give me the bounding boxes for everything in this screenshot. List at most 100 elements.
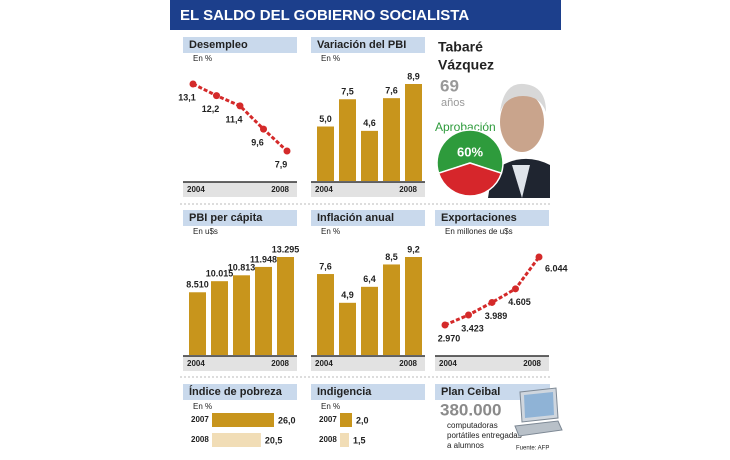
value-label: 7,6 — [385, 86, 398, 96]
panel-subtitle: En % — [193, 54, 212, 63]
panel-header — [311, 384, 425, 400]
bar — [383, 264, 400, 355]
year-strip — [311, 356, 425, 371]
value-label: 7,5 — [341, 87, 354, 97]
bar — [405, 257, 422, 355]
x-tick-label: 2004 — [187, 185, 205, 194]
bar — [317, 126, 334, 181]
portrait — [488, 83, 550, 198]
pie-slice — [437, 162, 503, 197]
point — [441, 321, 449, 329]
ceibal-text: computadoras — [447, 421, 498, 430]
value-label: 5,0 — [319, 114, 332, 124]
bar — [189, 292, 206, 355]
value-label: 2.970 — [438, 333, 461, 343]
panel-title: Exportaciones — [441, 212, 517, 224]
bar — [233, 275, 250, 355]
source: Fuente: AFP — [516, 446, 549, 452]
value-label: 10.813 — [228, 263, 256, 273]
x-tick-label: 2004 — [439, 359, 457, 368]
point — [465, 311, 472, 319]
value-label: 26,0 — [278, 415, 296, 425]
panel-title: Variación del PBI — [317, 39, 406, 51]
panel-title: Índice de pobreza — [189, 385, 283, 398]
value-label: 4,9 — [341, 290, 354, 300]
panel-title: Plan Ceibal — [441, 386, 500, 398]
point — [283, 147, 291, 155]
point — [535, 253, 543, 261]
value-label: 13.295 — [272, 244, 300, 254]
value-label: 4.605 — [508, 297, 531, 307]
title: EL SALDO DEL GOBIERNO SOCIALISTA — [180, 7, 469, 24]
value-label: 9,6 — [251, 137, 264, 147]
value-label: 8,9 — [407, 71, 420, 81]
bar — [339, 99, 356, 181]
bar — [383, 98, 400, 181]
bar — [212, 413, 274, 427]
profile-name: Tabaré — [438, 39, 483, 55]
profile-age-unit: años — [441, 97, 465, 109]
panel-header — [311, 37, 425, 53]
value-label: 1,5 — [353, 435, 366, 445]
value-label: 13,1 — [178, 92, 196, 102]
year-strip — [311, 182, 425, 197]
category-label: 2007 — [319, 415, 337, 424]
panel-title: Inflación anual — [317, 212, 394, 224]
laptop-icon — [514, 387, 563, 437]
value-label: 11.948 — [250, 254, 277, 264]
panel-header — [183, 384, 297, 400]
panel-subtitle: En millones de u$s — [445, 227, 513, 236]
panel-subtitle: En % — [193, 402, 212, 411]
point — [236, 102, 244, 110]
profile-name: Vázquez — [438, 57, 494, 73]
panel-header — [183, 210, 297, 226]
point — [512, 285, 519, 293]
ceibal-text: portátiles entregadas — [447, 431, 522, 440]
x-tick-label: 2004 — [315, 359, 333, 368]
bar — [340, 413, 352, 427]
bar — [211, 281, 228, 355]
value-label: 7,6 — [319, 261, 332, 271]
pie-title: Aprobación — [435, 120, 496, 134]
bar — [405, 84, 422, 181]
value-label: 6,4 — [363, 274, 376, 284]
bar — [317, 274, 334, 355]
value-label: 3.423 — [461, 323, 484, 333]
panel-title: Indigencia — [317, 386, 372, 398]
bar — [212, 433, 261, 447]
category-label: 2007 — [191, 415, 209, 424]
value-label: 9,2 — [407, 244, 420, 254]
value-label: 4,6 — [363, 118, 376, 128]
year-strip — [183, 356, 297, 371]
value-label: 6.044 — [545, 263, 568, 273]
pie-slice — [436, 129, 504, 175]
pie-label: 60% — [457, 144, 483, 159]
ceibal-count: 380.000 — [440, 400, 501, 419]
value-label: 10.015 — [206, 269, 234, 279]
value-label: 8.510 — [186, 280, 209, 290]
panel-subtitle: En % — [321, 54, 340, 63]
bar — [361, 130, 378, 181]
value-label: 20,5 — [265, 435, 283, 445]
x-tick-label: 2008 — [399, 185, 417, 194]
x-tick-label: 2008 — [271, 185, 289, 194]
panel-subtitle: En % — [321, 227, 340, 236]
profile-age: 69 — [440, 76, 459, 95]
bar — [361, 286, 378, 355]
year-strip — [183, 182, 297, 197]
point — [213, 92, 220, 100]
bar — [340, 433, 349, 447]
panel-header — [435, 210, 549, 226]
title-banner — [170, 0, 561, 30]
x-tick-label: 2008 — [271, 359, 289, 368]
year-strip — [435, 356, 549, 371]
value-label: 12,2 — [202, 104, 220, 114]
point — [488, 298, 496, 306]
x-tick-label: 2004 — [187, 359, 205, 368]
panel-header — [183, 37, 297, 53]
category-label: 2008 — [191, 435, 209, 444]
x-tick-label: 2008 — [523, 359, 541, 368]
ceibal-text: a alumnos — [447, 441, 484, 450]
value-label: 7,9 — [275, 159, 288, 169]
